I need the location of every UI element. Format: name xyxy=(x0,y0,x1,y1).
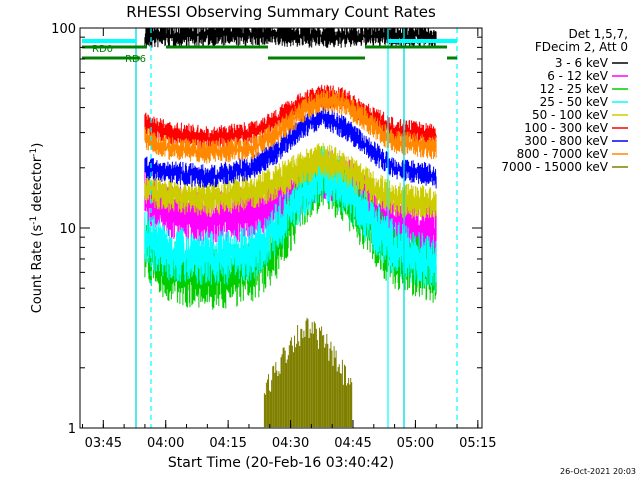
x-tick-label: 04:15 xyxy=(209,436,246,451)
chart-title: RHESSI Observing Summary Count Rates xyxy=(126,3,436,21)
legend-label: 7000 - 15000 keV xyxy=(501,160,608,174)
generation-timestamp: 26-Oct-2021 20:03 xyxy=(560,467,636,476)
legend-label: 300 - 800 keV xyxy=(524,134,608,148)
y-axis-label: Count Rate (s-1 detector-1) xyxy=(29,143,45,314)
x-tick-label: 05:15 xyxy=(459,436,496,451)
y-tick-label: 1 xyxy=(68,422,76,437)
series-7000-15000-kev xyxy=(263,317,353,428)
legend-label: 3 - 6 keV xyxy=(555,56,609,70)
x-tick-label: 04:45 xyxy=(334,436,371,451)
legend-label: 12 - 25 keV xyxy=(540,82,609,96)
y-tick-label: 100 xyxy=(51,22,76,37)
rd6-label: RD6 xyxy=(125,54,146,65)
x-tick-label: 04:30 xyxy=(272,436,309,451)
legend-label: 25 - 50 keV xyxy=(540,95,609,109)
legend-header-line-2: FDecim 2, Att 0 xyxy=(535,40,628,54)
legend-label: 100 - 300 keV xyxy=(524,121,608,135)
overlay-layer xyxy=(82,28,458,428)
legend-label: 800 - 7000 keV xyxy=(517,147,609,161)
legend-label: 50 - 100 keV xyxy=(532,108,609,122)
x-axis-label: Start Time (20-Feb-16 03:40:42) xyxy=(168,455,394,471)
legend-label: 6 - 12 keV xyxy=(547,69,609,83)
x-tick-label: 03:45 xyxy=(85,436,122,451)
x-tick-label: 05:00 xyxy=(397,436,434,451)
legend-header-line-1: Det 1,5,7, xyxy=(569,27,629,41)
x-axis-ticks: 03:45 04:00 04:15 04:30 04:45 05:00 05:15 xyxy=(81,28,497,451)
y-tick-label: 10 xyxy=(59,222,76,237)
series-layer xyxy=(144,28,437,428)
rd0-label: RD0 xyxy=(92,44,113,55)
x-tick-label: 04:00 xyxy=(147,436,184,451)
y-axis-ticks: 1 10 100 xyxy=(51,22,482,437)
